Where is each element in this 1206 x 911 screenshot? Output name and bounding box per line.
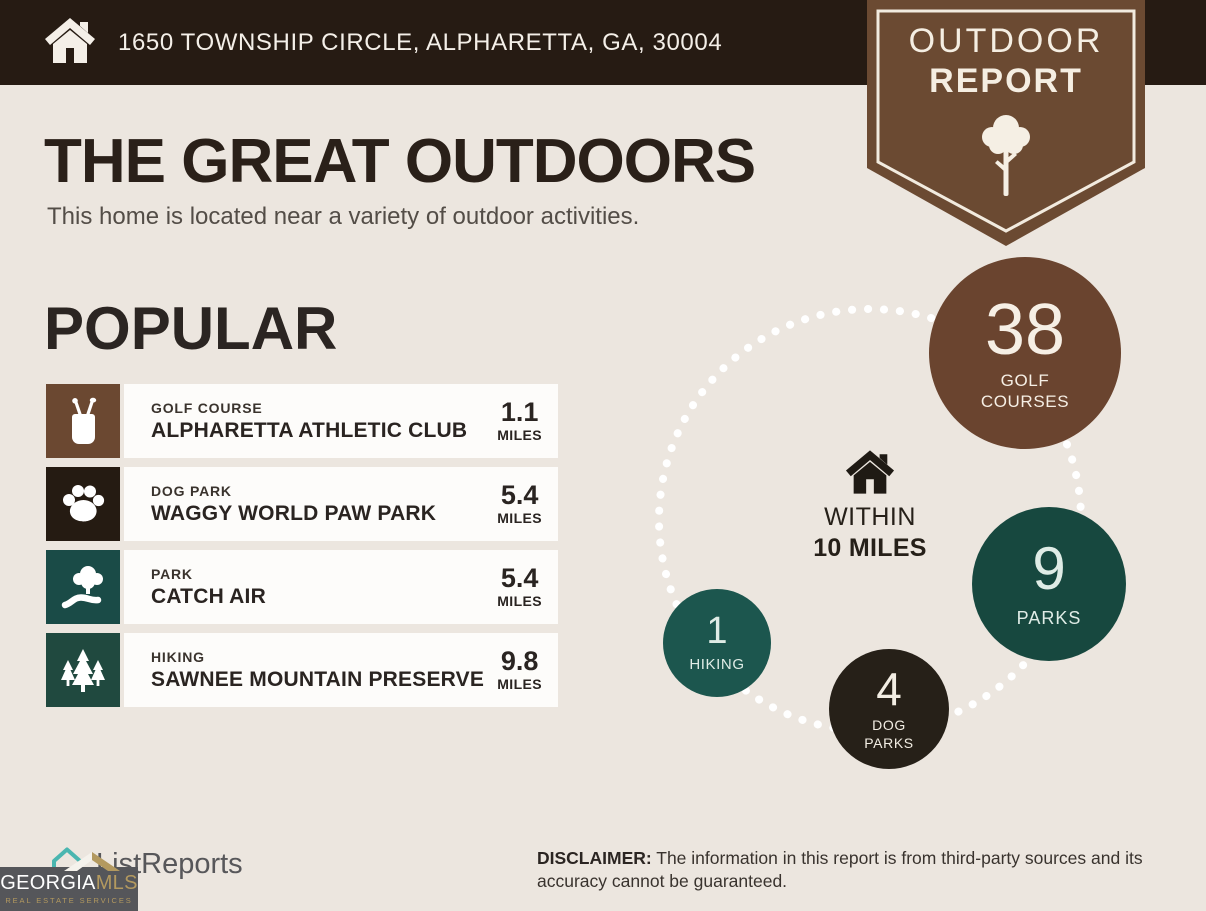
distance-value: 5.4 bbox=[500, 480, 539, 510]
list-item-body: GOLF COURSE ALPHARETTA ATHLETIC CLUB 1.1… bbox=[124, 384, 558, 458]
item-name: WAGGY WORLD PAW PARK bbox=[151, 501, 437, 525]
outdoor-report-ribbon: OUTDOOR REPORT bbox=[867, 0, 1145, 246]
park-tree-icon bbox=[46, 550, 120, 624]
dog-parks-label: DOG PARKS bbox=[864, 717, 914, 751]
popular-heading: POPULAR bbox=[44, 295, 338, 362]
golf-bag-icon bbox=[46, 384, 120, 458]
golf-courses-count: 38 bbox=[984, 289, 1066, 370]
page-subtitle: This home is located near a variety of o… bbox=[47, 203, 640, 230]
item-name: ALPHARETTA ATHLETIC CLUB bbox=[151, 418, 468, 442]
item-category: GOLF COURSE bbox=[151, 399, 263, 416]
tree-icon bbox=[974, 112, 1038, 203]
georgia-mls-tagline: REAL ESTATE SERVICES bbox=[5, 896, 133, 905]
pine-trees-icon bbox=[46, 633, 120, 707]
property-address: 1650 TOWNSHIP CIRCLE, ALPHARETTA, GA, 30… bbox=[118, 28, 723, 56]
ribbon-title-line1: OUTDOOR bbox=[908, 22, 1104, 60]
item-distance: 9.8 MILES bbox=[497, 646, 542, 693]
item-distance: 5.4 MILES bbox=[497, 563, 542, 610]
distance-unit: MILES bbox=[497, 676, 542, 692]
distance-unit: MILES bbox=[497, 593, 542, 609]
paw-icon bbox=[46, 467, 120, 541]
list-item-body: DOG PARK WAGGY WORLD PAW PARK 5.4 MILES bbox=[124, 467, 558, 541]
distance-value: 9.8 bbox=[500, 646, 539, 676]
hiking-bubble: 1 HIKING bbox=[663, 589, 771, 697]
item-category: DOG PARK bbox=[151, 482, 232, 499]
within-label: WITHIN bbox=[824, 503, 916, 531]
golf-courses-label: GOLF COURSES bbox=[980, 370, 1070, 411]
item-distance: 5.4 MILES bbox=[497, 480, 542, 527]
list-item-golf-course: GOLF COURSE ALPHARETTA ATHLETIC CLUB 1.1… bbox=[46, 384, 558, 458]
distance-unit: MILES bbox=[497, 427, 542, 443]
dog-parks-bubble: 4 DOG PARKS bbox=[829, 649, 949, 769]
georgia-mls-wordmark: GEORGIAMLS bbox=[0, 872, 138, 894]
list-item-hiking: HIKING SAWNEE MOUNTAIN PRESERVE 9.8 MILE… bbox=[46, 633, 558, 707]
dog-parks-count: 4 bbox=[876, 663, 902, 715]
item-category: HIKING bbox=[151, 648, 205, 665]
home-icon bbox=[845, 450, 895, 498]
radius-label: 10 MILES bbox=[813, 534, 927, 562]
distance-unit: MILES bbox=[497, 510, 542, 526]
hiking-label: HIKING bbox=[689, 655, 745, 673]
item-category: PARK bbox=[151, 565, 193, 582]
popular-list: GOLF COURSE ALPHARETTA ATHLETIC CLUB 1.1… bbox=[46, 384, 558, 716]
parks-count: 9 bbox=[1032, 534, 1066, 602]
disclaimer-text: DISCLAIMER: The information in this repo… bbox=[537, 848, 1143, 891]
parks-label: PARKS bbox=[1016, 607, 1082, 628]
georgia-mls-logo: GEORGIAMLS REAL ESTATE SERVICES bbox=[0, 852, 138, 911]
parks-bubble: 9 PARKS bbox=[972, 507, 1126, 661]
radius-center-label: WITHIN 10 MILES bbox=[794, 449, 946, 563]
list-item-body: PARK CATCH AIR 5.4 MILES bbox=[124, 550, 558, 624]
list-item-body: HIKING SAWNEE MOUNTAIN PRESERVE 9.8 MILE… bbox=[124, 633, 558, 707]
page-title: THE GREAT OUTDOORS bbox=[44, 127, 756, 196]
list-item-park: PARK CATCH AIR 5.4 MILES bbox=[46, 550, 558, 624]
item-distance: 1.1 MILES bbox=[497, 397, 542, 444]
distance-value: 1.1 bbox=[500, 397, 539, 427]
item-name: CATCH AIR bbox=[151, 584, 266, 608]
item-name: SAWNEE MOUNTAIN PRESERVE bbox=[151, 667, 485, 691]
list-item-dog-park: DOG PARK WAGGY WORLD PAW PARK 5.4 MILES bbox=[46, 467, 558, 541]
ribbon-title-line2: REPORT bbox=[929, 62, 1083, 100]
hiking-count: 1 bbox=[706, 609, 728, 652]
golf-courses-bubble: 38 GOLF COURSES bbox=[929, 257, 1121, 449]
distance-value: 5.4 bbox=[500, 563, 539, 593]
home-icon bbox=[44, 17, 96, 68]
georgia-mls-roof-icon bbox=[58, 852, 120, 877]
disclaimer-label: DISCLAIMER: bbox=[537, 848, 652, 868]
